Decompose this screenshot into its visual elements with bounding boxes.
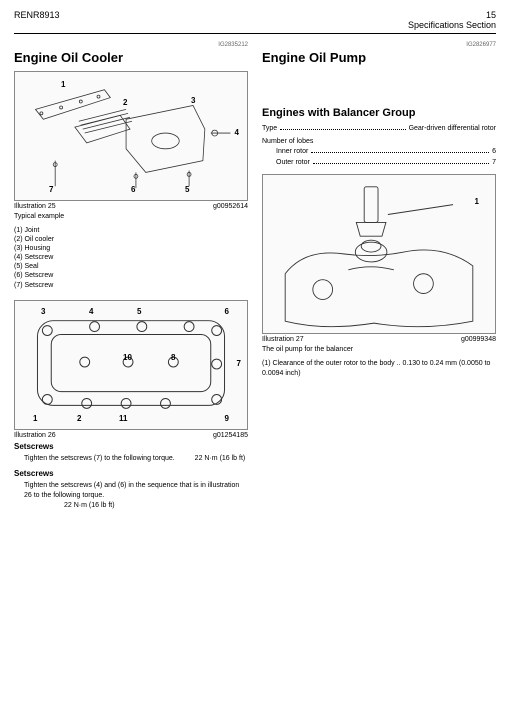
seq-num: 10	[123, 353, 132, 362]
lobes-label: Number of lobes	[262, 138, 496, 145]
dots	[311, 148, 489, 153]
illustration-27: 1	[262, 174, 496, 334]
part-item: (3) Housing	[14, 244, 248, 253]
doc-number: RENR8913	[14, 10, 60, 30]
section-name: Specifications Section	[408, 20, 496, 30]
illus-meta: Illustration 26 g01254185	[14, 432, 248, 439]
spec-line: Type Gear-driven differential rotor	[262, 125, 496, 132]
part-item: (7) Setscrew	[14, 281, 248, 290]
spec-value: 7	[492, 159, 496, 166]
subsection-title: Engines with Balancer Group	[262, 107, 496, 119]
seq-num: 8	[171, 353, 175, 362]
callout-7: 7	[49, 185, 53, 194]
ref-num: IG2826977	[262, 42, 496, 48]
spacer	[262, 71, 496, 101]
spec-label: Outer rotor	[276, 159, 310, 166]
illus-gnum: g00999348	[461, 336, 496, 343]
torque-value: 22 N·m (16 lb ft)	[64, 502, 115, 509]
seq-num: 3	[41, 307, 45, 316]
page-number: 15	[408, 10, 496, 20]
seq-num: 4	[89, 307, 93, 316]
columns: IG2835212 Engine Oil Cooler	[14, 42, 496, 517]
illus-caption: Typical example	[14, 213, 248, 220]
seq-num: 6	[225, 307, 229, 316]
seq-num: 9	[225, 414, 229, 423]
seq-num: 11	[119, 414, 127, 423]
illus-gnum: g01254185	[213, 432, 248, 439]
seq-num: 5	[137, 307, 141, 316]
right-column: IG2826977 Engine Oil Pump Engines with B…	[262, 42, 496, 517]
section-title: Engine Oil Pump	[262, 50, 496, 65]
setscrews-label: Setscrews	[14, 442, 248, 451]
torque-sequence-diagram	[15, 301, 247, 429]
seq-num: 7	[237, 359, 241, 368]
ref-num: IG2835212	[14, 42, 248, 48]
spec-label: Inner rotor	[276, 148, 308, 155]
part-item: (4) Setscrew	[14, 253, 248, 262]
oil-cooler-diagram	[15, 72, 247, 200]
setscrews-text: Tighten the setscrews (4) and (6) in the…	[24, 481, 248, 510]
dots	[313, 159, 489, 164]
illus-caption: The oil pump for the balancer	[262, 346, 496, 353]
callout-2: 2	[123, 98, 127, 107]
clearance-text: (1) Clearance of the outer rotor to the …	[262, 359, 496, 379]
left-column: IG2835212 Engine Oil Cooler	[14, 42, 248, 517]
illus-gnum: g00952614	[213, 203, 248, 210]
page-header: RENR8913 15 Specifications Section	[14, 10, 496, 34]
callout-6: 6	[131, 185, 135, 194]
illus-meta: Illustration 25 g00952614	[14, 203, 248, 210]
spec-value: 6	[492, 148, 496, 155]
part-item: (6) Setscrew	[14, 271, 248, 280]
illustration-26: 3 4 5 6 7 8 9 10 1 2 11	[14, 300, 248, 430]
spec-line: Inner rotor 6	[276, 148, 496, 155]
callout-4: 4	[235, 128, 239, 137]
illus-num: Illustration 26	[14, 432, 56, 439]
spec-label: Type	[262, 125, 277, 132]
illustration-25: 1 2 3 4 5 6 7	[14, 71, 248, 201]
parts-list: (1) Joint (2) Oil cooler (3) Housing (4)…	[14, 226, 248, 290]
spec-value: Gear-driven differential rotor	[409, 125, 496, 132]
part-item: (5) Seal	[14, 262, 248, 271]
callout-3: 3	[191, 96, 195, 105]
callout-1: 1	[61, 80, 65, 89]
seq-num: 2	[77, 414, 81, 423]
part-item: (1) Joint	[14, 226, 248, 235]
torque-value: 22 N·m (16 lb ft)	[195, 455, 246, 462]
callout-5: 5	[185, 185, 189, 194]
part-item: (2) Oil cooler	[14, 235, 248, 244]
setscrews-label: Setscrews	[14, 469, 248, 478]
section-title: Engine Oil Cooler	[14, 50, 248, 65]
setscrews-text: Tighten the setscrews (7) to the followi…	[24, 454, 248, 464]
illus-meta: Illustration 27 g00999348	[262, 336, 496, 343]
illus-num: Illustration 25	[14, 203, 56, 210]
page: RENR8913 15 Specifications Section IG283…	[0, 0, 510, 713]
callout-1: 1	[475, 197, 479, 206]
dots	[280, 125, 405, 130]
oil-pump-diagram	[263, 175, 495, 333]
spec-line: Outer rotor 7	[276, 159, 496, 166]
illus-num: Illustration 27	[262, 336, 304, 343]
seq-num: 1	[33, 414, 37, 423]
header-right: 15 Specifications Section	[408, 10, 496, 30]
